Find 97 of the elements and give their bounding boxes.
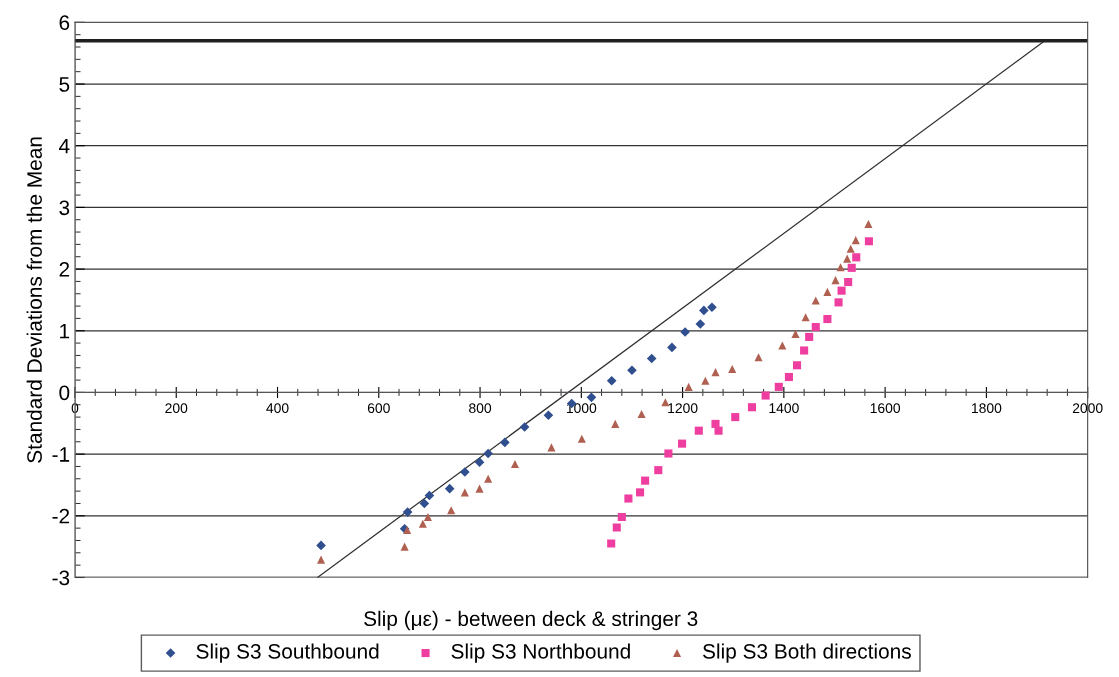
point: [695, 319, 706, 329]
point: [837, 286, 846, 295]
point: [754, 353, 763, 362]
y-axis-title: Standard Deviations from the Mean: [26, 137, 42, 463]
point: [836, 263, 845, 272]
point: [654, 466, 663, 475]
point: [627, 365, 637, 376]
x-tick-label: 0: [71, 403, 79, 414]
point: [475, 484, 484, 493]
point: [684, 382, 693, 391]
point: [444, 483, 455, 494]
point: [617, 512, 626, 522]
point: [707, 302, 717, 313]
point: [811, 323, 820, 332]
point: [699, 305, 709, 316]
point: [784, 372, 793, 382]
point: [510, 459, 520, 469]
y-tick-label: 1: [60, 323, 70, 339]
point: [403, 525, 412, 535]
x-tick-label: 400: [266, 403, 289, 414]
point: [637, 409, 646, 419]
point: [747, 403, 757, 412]
y-tick-label: 4: [59, 138, 70, 154]
point: [761, 391, 770, 400]
point: [800, 346, 809, 355]
point: [864, 219, 873, 229]
y-tick-label: -1: [52, 447, 70, 462]
point: [774, 382, 783, 391]
point: [519, 422, 530, 432]
point: [419, 498, 430, 509]
point: [316, 540, 326, 551]
point: [577, 434, 586, 443]
point: [483, 448, 493, 459]
legend-label: Slip S3 Both directions: [703, 643, 911, 663]
point: [402, 507, 413, 517]
y-tick-label: 6: [59, 15, 70, 31]
point: [400, 542, 409, 551]
x-axis-title: Slip (με) - between deck & stringer 3: [364, 610, 698, 631]
y-tick-label: 3: [59, 200, 70, 216]
point: [823, 314, 832, 324]
point: [423, 512, 432, 522]
point: [844, 277, 853, 287]
point: [843, 254, 852, 263]
x-tick-label: 1200: [668, 403, 698, 414]
point: [606, 375, 617, 386]
point: [701, 376, 710, 385]
point: [586, 392, 597, 403]
point: [811, 296, 820, 305]
point: [646, 353, 657, 364]
point: [624, 494, 633, 503]
point: [852, 253, 861, 262]
x-tick-label: 600: [367, 403, 390, 414]
point: [728, 364, 737, 374]
x-tick-label: 800: [469, 403, 492, 414]
x-tick-label: 1400: [769, 403, 799, 414]
point: [678, 439, 687, 448]
point: [711, 368, 720, 377]
point: [612, 523, 621, 532]
point: [731, 413, 740, 422]
point: [418, 519, 427, 528]
point: [547, 443, 556, 452]
legend-label: Slip S3 Southbound: [196, 643, 379, 663]
point: [543, 410, 554, 421]
y-tick-label: -2: [52, 508, 70, 524]
point: [641, 476, 650, 485]
x-tick-label: 200: [165, 403, 188, 414]
legend-label: Slip S3 Northbound: [451, 643, 630, 663]
point: [846, 244, 855, 253]
y-tick-label: 0: [59, 385, 70, 401]
point: [474, 457, 485, 467]
point: [805, 332, 814, 341]
point: [317, 555, 326, 564]
x-tick-label: 1600: [870, 403, 901, 414]
y-tick-label: -3: [52, 570, 70, 586]
point: [611, 419, 620, 428]
y-tick-label: 2: [59, 262, 70, 277]
point: [694, 426, 703, 435]
point: [714, 426, 723, 435]
point: [831, 276, 840, 285]
x-tick-label: 1800: [972, 403, 1002, 414]
point: [664, 449, 673, 458]
point: [791, 329, 800, 338]
y-tick-label: 5: [59, 77, 70, 92]
point: [847, 263, 856, 272]
point: [834, 298, 843, 307]
point: [484, 474, 493, 483]
point: [500, 437, 510, 448]
point: [801, 313, 810, 322]
point: [864, 237, 873, 246]
point: [823, 287, 832, 296]
x-tick-label: 1000: [566, 403, 597, 414]
point: [667, 342, 677, 353]
point: [792, 361, 802, 370]
point: [607, 539, 616, 548]
point: [778, 341, 787, 350]
point: [711, 419, 720, 428]
point: [636, 488, 645, 497]
